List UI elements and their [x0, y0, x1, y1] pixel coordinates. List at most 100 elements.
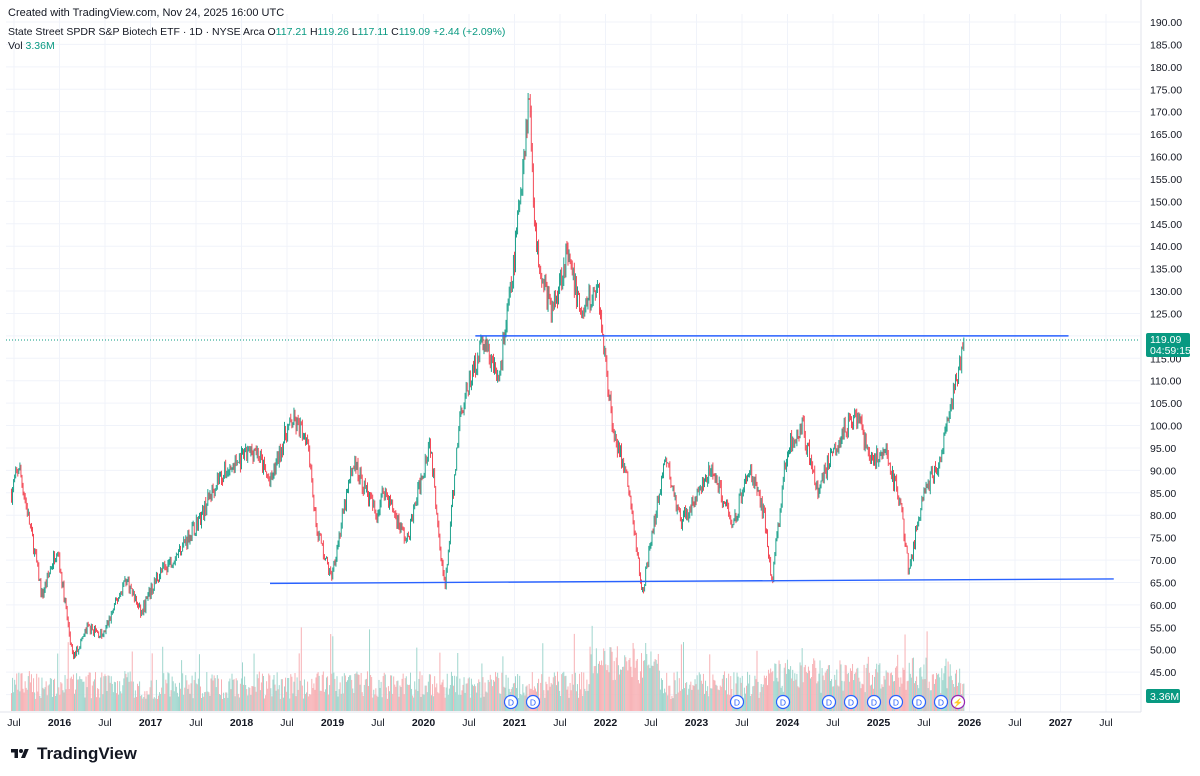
time-tick-label: Jul	[462, 717, 475, 729]
price-tick-label: 65.00	[1150, 577, 1176, 589]
time-tick-label: Jul	[280, 717, 293, 729]
tradingview-logo[interactable]: TradingView	[8, 744, 137, 764]
price-tick-label: 70.00	[1150, 555, 1176, 567]
time-tick-label: 2022	[594, 717, 618, 729]
volume-tag	[1146, 689, 1180, 703]
dividend-marker[interactable]	[525, 694, 541, 710]
price-tick-label: 180.00	[1150, 62, 1182, 74]
dividend-marker[interactable]	[888, 694, 904, 710]
price-tick-label: 50.00	[1150, 645, 1176, 657]
marker-label: ⚡	[953, 698, 964, 709]
close-value: 119.09	[398, 26, 431, 38]
price-tick-label: 60.00	[1150, 600, 1176, 612]
countdown: 04:59:15	[1150, 345, 1191, 357]
time-tick-label: Jul	[1099, 717, 1112, 729]
time-tick-label: Jul	[98, 717, 111, 729]
time-tick-label: Jul	[189, 717, 202, 729]
change-value: +2.44 (+2.09%)	[432, 26, 506, 38]
time-tick-label: 2021	[503, 717, 527, 729]
time-tick-label: Jul	[917, 717, 930, 729]
price-axis[interactable]: 190.00 185.00 180.00 175.00 170.00 165.00 160.…	[1140, 0, 1191, 712]
dividend-marker[interactable]	[503, 694, 519, 710]
time-tick-label: 2019	[321, 717, 345, 729]
price-tick-label: 75.00	[1150, 533, 1176, 545]
high-label: H	[309, 26, 318, 38]
dividend-marker[interactable]	[933, 694, 949, 710]
price-tick-label: 135.00	[1150, 264, 1182, 276]
time-tick-label: 2026	[958, 717, 982, 729]
price-tick-label: 95.00	[1150, 443, 1176, 455]
price-tick-label: 105.00	[1150, 398, 1182, 410]
time-tick-label: 2018	[230, 717, 254, 729]
price-tick-label: 185.00	[1150, 39, 1182, 51]
time-tick-label: Jul	[735, 717, 748, 729]
price-tick-label: 145.00	[1150, 219, 1182, 231]
brand-name: TradingView	[37, 744, 137, 763]
price-tick-label: 140.00	[1150, 241, 1182, 253]
price-tick-label: 85.00	[1150, 488, 1176, 500]
price-tick-label: 170.00	[1150, 107, 1182, 119]
dividend-marker[interactable]	[729, 694, 745, 710]
close-label: C	[391, 26, 399, 38]
time-tick-label: Jul	[644, 717, 657, 729]
time-tick-label: 2020	[412, 717, 436, 729]
marker-label: D	[508, 698, 514, 708]
low-label: L	[351, 26, 358, 38]
marker-label: D	[938, 698, 944, 708]
symbol-title[interactable]: State Street SPDR S&P Biotech ETF · 1D ·…	[8, 26, 265, 38]
horizontal-trend-line[interactable]	[270, 578, 1114, 585]
price-tick-label: 155.00	[1150, 174, 1182, 186]
open-label: O	[267, 26, 276, 38]
dividend-marker[interactable]	[843, 694, 859, 710]
price-tick-label: 150.00	[1150, 196, 1182, 208]
dividend-marker[interactable]	[866, 694, 882, 710]
last-price-tag	[1146, 332, 1190, 357]
time-tick-label: 2025	[867, 717, 891, 729]
created-with-note: Created with TradingView.com, Nov 24, 20…	[8, 7, 285, 19]
low-value: 117.11	[357, 26, 389, 38]
legend: State Street SPDR S&P Biotech ETF · 1D ·…	[8, 25, 505, 53]
price-tick-label: 190.00	[1150, 17, 1182, 29]
time-tick-label: Jul	[7, 717, 20, 729]
volume-label: Vol	[8, 40, 23, 52]
price-tick-label: 110.00	[1150, 376, 1181, 388]
time-tick-label: 2016	[48, 717, 72, 729]
time-tick-label: 2024	[776, 717, 800, 729]
dividend-marker[interactable]	[821, 694, 837, 710]
marker-label: D	[848, 698, 854, 708]
marker-label: D	[734, 698, 740, 708]
price-tick-label: 165.00	[1150, 129, 1182, 141]
high-value: 119.26	[317, 26, 349, 38]
tradingview-logo-icon	[11, 749, 29, 758]
price-tick-label: 100.00	[1150, 421, 1182, 433]
dividend-marker[interactable]	[775, 694, 791, 710]
time-tick-label: Jul	[1008, 717, 1021, 729]
marker-label: D	[826, 698, 832, 708]
dividend-marker[interactable]	[911, 694, 927, 710]
price-tick-label: 175.00	[1150, 84, 1182, 96]
marker-label: D	[871, 698, 877, 708]
horizontal-lines[interactable]	[270, 335, 1114, 585]
price-tick-label: 125.00	[1150, 308, 1182, 320]
time-tick-label: 2017	[139, 717, 163, 729]
candles	[11, 92, 965, 660]
marker-label: D	[893, 698, 899, 708]
time-tick-label: 2023	[685, 717, 709, 729]
volume-tag-value: 3.36M	[1150, 691, 1179, 703]
time-tick-label: Jul	[553, 717, 566, 729]
price-tick-label: 55.00	[1150, 622, 1176, 634]
price-tick-label: 80.00	[1150, 510, 1176, 522]
dividend-markers[interactable]: DDDDDDDDDDD⚡	[503, 694, 966, 710]
grid	[6, 14, 1140, 712]
time-axis[interactable]: Jul 2016 Jul 2017 Jul 2018 Jul 2019 Jul 2020 Jul 20…	[0, 711, 1141, 729]
split-marker[interactable]	[950, 694, 966, 710]
marker-label: D	[780, 698, 786, 708]
time-tick-label: Jul	[826, 717, 839, 729]
time-tick-label: 2027	[1049, 717, 1073, 729]
price-tick-label: 45.00	[1150, 667, 1176, 679]
marker-label: D	[916, 698, 922, 708]
price-tick-label: 90.00	[1150, 465, 1176, 477]
last-price-value: 119.09	[1150, 334, 1181, 346]
price-tick-label: 130.00	[1150, 286, 1182, 298]
